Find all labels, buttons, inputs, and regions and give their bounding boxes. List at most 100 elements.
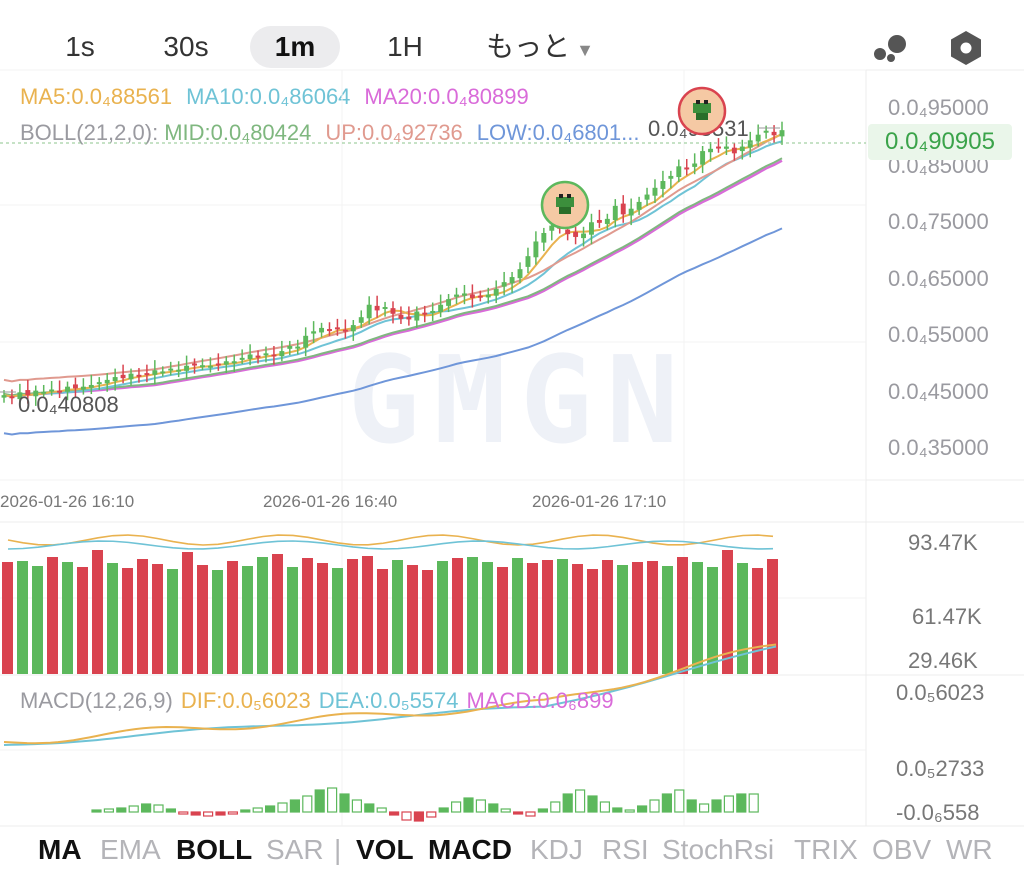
price-tick: 0.0₄35000 (888, 435, 989, 460)
candle-body (120, 374, 126, 379)
boll-mid: MID:0.0₄80424 (164, 120, 312, 145)
macd-histogram-bar (389, 811, 400, 816)
macd-histogram-bar (488, 803, 499, 813)
indicator-vol[interactable]: VOL (356, 834, 414, 865)
macd-histogram-bar (711, 799, 722, 813)
ma20-line (3, 159, 783, 398)
candle-body (334, 327, 340, 330)
volume-bar (662, 566, 673, 674)
candle-body (565, 229, 571, 235)
macd-histogram-bar (327, 787, 338, 813)
hexagon-settings-icon[interactable] (946, 28, 986, 68)
candle-body (493, 288, 499, 296)
volume-bar (632, 562, 643, 674)
volume-bar (557, 559, 568, 674)
boll-legend: BOLL(21,2,0): MID:0.0₄80424 UP:0.0₄92736 LO… (20, 120, 653, 146)
price-tick: 0.0₄95000 (888, 95, 989, 120)
macd-histogram-bar (227, 811, 238, 815)
buy-badge-icon-glyph (559, 194, 563, 198)
macd-histogram-bar (587, 795, 598, 813)
indicator-stochrsi[interactable]: StochRsi (662, 834, 775, 865)
candle-body (176, 369, 182, 372)
boll-up: UP:0.0₄92736 (325, 120, 463, 145)
candle-body (374, 305, 380, 311)
macd-histogram-bar (512, 811, 524, 815)
volume-bar (2, 562, 13, 674)
candle-body (247, 354, 253, 359)
indicator-wr[interactable]: WR (946, 834, 993, 865)
volume-bar (602, 560, 613, 674)
tab-1h[interactable]: 1H (387, 31, 423, 62)
candle-body (128, 373, 134, 380)
macd-histogram-bar (289, 799, 300, 813)
indicator-ma[interactable]: MA (38, 834, 82, 865)
macd-histogram-bar (451, 801, 462, 813)
volume-bar (737, 563, 748, 674)
candle-body (700, 151, 706, 165)
candle-body (358, 317, 364, 323)
candle-body (200, 365, 205, 368)
ma5-value: MA5:0.0₄88561 (20, 84, 173, 109)
macd-histogram-bar (736, 793, 747, 813)
volume-bar (272, 554, 283, 674)
macd-histogram-bar (686, 799, 697, 813)
macd-histogram-bar (178, 811, 189, 815)
macd-histogram-bar (190, 811, 201, 816)
candle-body (628, 208, 634, 216)
candle-body (263, 353, 269, 356)
candle-body (319, 327, 325, 333)
candle-body (747, 140, 753, 148)
indicator-obv[interactable]: OBV (872, 834, 932, 865)
candle-body (454, 294, 459, 297)
macd-histogram-bar (128, 805, 139, 813)
tab-1s[interactable]: 1s (65, 31, 95, 62)
indicator-rsi[interactable]: RSI (602, 834, 649, 865)
bubbles-icon[interactable] (870, 28, 910, 68)
candle-body (96, 382, 102, 385)
buy-badge-icon-glyph (567, 194, 571, 198)
indicator-kdj[interactable]: KDJ (530, 834, 583, 865)
candle-body (223, 361, 229, 365)
boll-mid-line (3, 157, 783, 397)
macd-histogram-bar (314, 789, 325, 813)
volume-tick: 93.47K (908, 530, 978, 555)
candle-body (9, 396, 15, 399)
macd-histogram-bar (537, 808, 549, 813)
indicator-ema[interactable]: EMA (100, 834, 161, 865)
candle-body (104, 379, 110, 384)
volume-tick: 29.46K (908, 648, 978, 673)
tab-1m[interactable]: 1m (250, 26, 340, 68)
candle-body (644, 194, 650, 200)
tab-more[interactable]: もっと ▼ (470, 26, 610, 68)
macd-histogram-bar (698, 803, 710, 813)
volume-bar (497, 567, 508, 674)
candle-body (684, 167, 690, 170)
candle-body (755, 134, 761, 142)
sell-badge-icon-glyph (696, 113, 708, 120)
volume-bar (167, 569, 178, 674)
indicator-boll[interactable]: BOLL (176, 834, 253, 865)
time-tick: 2026-01-26 16:10 (0, 492, 135, 511)
macd-histogram-bar (339, 793, 350, 813)
macd-histogram-bar (141, 803, 152, 813)
tab-30s[interactable]: 30s (163, 31, 209, 62)
candle-body (406, 316, 412, 320)
macd-histogram-bar (674, 789, 685, 813)
volume-bar (17, 561, 28, 674)
macd-histogram-bar (525, 811, 536, 817)
indicator-sar[interactable]: SAR (266, 834, 324, 865)
candle-body (739, 146, 745, 152)
volume-bar (347, 559, 358, 674)
macd-histogram-bar (612, 807, 623, 813)
candle-body (652, 187, 658, 196)
candle-body (390, 308, 396, 314)
price-tick: 0.0₄75000 (888, 209, 989, 234)
candle-body (160, 371, 166, 374)
indicator-macd[interactable]: MACD (428, 834, 512, 865)
candle-body (144, 373, 150, 376)
indicator-trix[interactable]: TRIX (794, 834, 858, 865)
timeframe-tabs: 1s 30s 1m 1H もっと ▼ (0, 22, 1024, 72)
volume-bar (452, 558, 463, 674)
volume-bar (122, 568, 133, 674)
